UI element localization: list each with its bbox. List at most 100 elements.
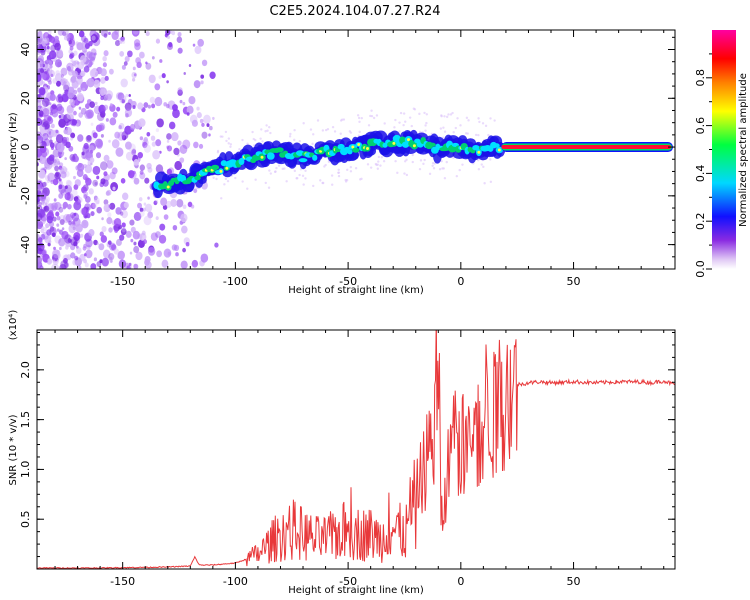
spectrogram-noise-dot — [135, 57, 142, 64]
spectrogram-noise-dot — [92, 165, 101, 175]
spectrogram-noise-dot — [72, 259, 78, 266]
spectrogram-noise-dot — [214, 242, 219, 248]
spectrogram-noise-dot — [40, 228, 45, 234]
spectrogram-noise-dot — [190, 204, 195, 209]
spectrogram-noise-dot — [108, 253, 115, 261]
spectrogram-noise-dot — [177, 47, 183, 54]
spectrogram-noise-dot — [55, 211, 60, 217]
spectrogram-noise-dot — [43, 206, 47, 211]
spectrogram-noise-dot — [54, 165, 59, 172]
spectrogram-noise-dot — [131, 149, 137, 156]
spectrogram-noise-dot — [129, 251, 133, 255]
spectrogram-noise-dot — [326, 127, 330, 131]
spectrogram-noise-dot — [54, 171, 61, 180]
spectrogram-noise-dot — [92, 202, 98, 209]
spectrogram-noise-dot — [372, 116, 376, 120]
spectrogram-noise-dot — [58, 237, 66, 247]
spectrogram-noise-dot — [181, 225, 188, 234]
spectrogram-noise-dot — [41, 97, 50, 107]
spectrogram-noise-dot — [114, 228, 119, 233]
snr-y-axis-label: SNR (10 * v/v) — [8, 414, 19, 485]
spectrogram-noise-dot — [356, 114, 360, 117]
snr-xtick-label: -150 — [110, 575, 135, 588]
spectrogram-noise-dot — [452, 131, 455, 134]
spectrogram-noise-dot — [95, 140, 103, 149]
spectrogram-noise-dot — [114, 40, 121, 47]
colorbar: 0.0 0.2 0.4 0.6 0.8 Normalized spectral ampl… — [694, 30, 749, 278]
spectrogram-noise-dot — [432, 167, 436, 170]
spectrogram-noise-dot — [82, 221, 87, 226]
spectrogram-noise-dot — [193, 80, 201, 89]
spectrogram-noise-dot — [46, 45, 50, 50]
spectrogram-ridge-peak — [260, 155, 264, 159]
spectrogram-noise-dot — [75, 123, 79, 127]
spectrogram-noise-dot — [41, 249, 47, 256]
spectrogram-noise-dot — [57, 105, 65, 115]
spectrogram-noise-dot — [299, 168, 303, 171]
spectrogram-noise-dot — [168, 42, 173, 48]
spectrogram-noise-dot — [142, 207, 147, 212]
spectrogram-noise-dot — [115, 147, 124, 157]
spectrogram-ytick-label: 20 — [19, 91, 32, 105]
spectrogram-noise-dot — [154, 83, 161, 91]
spectrogram-noise-dot — [265, 124, 268, 127]
spectrogram-noise-dot — [226, 179, 230, 183]
spectrogram-ticks: -150 -100 -50 0 50 -40 -20 0 20 40 — [19, 30, 675, 288]
spectrogram-noise-dot — [151, 56, 155, 60]
spectrogram-noise-dot — [199, 118, 204, 124]
spectrogram-noise-dot — [440, 115, 443, 118]
spectrogram-noise-dot — [103, 33, 108, 38]
spectrogram-noise-dot — [431, 164, 434, 167]
spectrogram-noise-dot — [241, 180, 244, 183]
spectrogram-noise-dot — [52, 216, 57, 222]
spectrogram-noise-dot — [183, 72, 186, 75]
spectrogram-noise-dot — [112, 111, 118, 118]
spectrogram-noise-dot — [37, 37, 41, 43]
spectrogram-noise-dot — [267, 186, 271, 189]
spectrogram-noise-dot — [327, 160, 331, 163]
colorbar-tick-label: 0.4 — [694, 165, 707, 183]
spectrogram-noise-dot — [117, 253, 122, 259]
spectrogram-noise-dot — [60, 219, 65, 225]
spectrogram-noise-dot — [383, 122, 386, 125]
spectrogram-noise-dot — [139, 207, 144, 213]
spectrogram-noise-dot — [131, 100, 137, 108]
spectrogram-noise-dot — [143, 136, 148, 143]
spectrogram-noise-dot — [132, 230, 140, 240]
spectrogram-noise-dot — [41, 150, 48, 158]
spectrogram-noise-dot — [128, 262, 132, 267]
spectrogram-noise-dot — [487, 133, 490, 137]
spectrogram-noise-dot — [55, 80, 61, 87]
spectrogram-noise-dot — [344, 180, 348, 183]
spectrogram-noise-dot — [59, 263, 67, 269]
spectrogram-noise-dot — [83, 37, 89, 44]
colorbar-gradient — [712, 30, 736, 269]
spectrogram-noise-dot — [425, 113, 429, 116]
spectrogram-noise-dot — [54, 201, 62, 211]
spectrogram-noise-dot — [128, 94, 131, 97]
colorbar-tick-label: 0.6 — [694, 117, 707, 135]
spectrogram-noise-dot — [61, 93, 69, 103]
spectrogram-noise-dot — [137, 151, 143, 159]
spectrogram-noise-dot — [298, 173, 301, 177]
spectrogram-noise-dot — [358, 130, 361, 134]
spectrogram-noise-dot — [159, 223, 166, 231]
spectrogram-noise-dot — [65, 79, 68, 83]
spectrogram-noise-dot — [143, 202, 147, 206]
spectrogram-noise-dot — [78, 106, 82, 110]
spectrogram-noise-dot — [158, 75, 162, 79]
spectrogram-noise-dot — [166, 80, 169, 84]
spectrogram-noise-dot — [145, 62, 152, 70]
spectrogram-noise-dot — [379, 164, 382, 167]
spectrogram-noise-dot — [309, 128, 313, 131]
spectrogram-noise-dot — [86, 244, 91, 250]
spectrogram-noise-dot — [179, 99, 183, 104]
snr-line — [37, 330, 675, 569]
spectrogram-noise-dot — [266, 129, 269, 132]
spectrogram-noise-dot — [58, 193, 64, 199]
spectrogram-noise-dot — [63, 257, 68, 264]
spectrogram-noise-dot — [224, 177, 228, 181]
spectrogram-noise-dot — [83, 142, 89, 150]
spectrogram-noise-dot — [441, 167, 444, 170]
spectrogram-noise-dot — [132, 66, 136, 71]
